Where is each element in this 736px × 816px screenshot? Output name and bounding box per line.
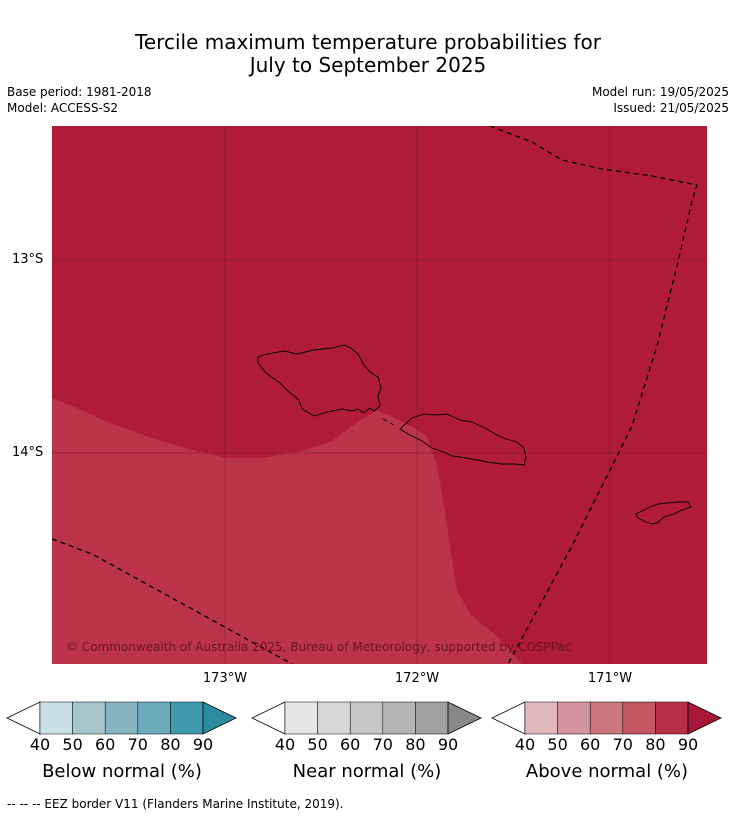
colorbar-segment [589, 701, 624, 735]
colorbar-near-label: Near normal (%) [292, 761, 442, 782]
colorbar-below-label: Below normal (%) [42, 761, 202, 782]
meta-left: Base period: 1981-2018 Model: ACCESS-S2 [7, 84, 152, 116]
colorbar-segment [524, 701, 558, 735]
tick-label: 40 [514, 735, 536, 754]
eez-footnote: -- -- -- EEZ border V11 (Flanders Marine… [7, 797, 344, 811]
tick-label: 80 [405, 735, 426, 754]
tick-label: 60 [580, 735, 601, 754]
colorbar-above-svg [491, 701, 722, 735]
eez-border [52, 126, 698, 664]
colorbar-near-segments [251, 701, 482, 735]
apolima-islet [382, 418, 388, 422]
colorbar-extension-low [251, 701, 286, 735]
colorbar-segment [382, 701, 416, 735]
tick-label: 50 [307, 735, 328, 754]
colorbar-above-label: Above normal (%) [525, 761, 689, 782]
colorbar-near-normal [251, 701, 483, 735]
lon-label-172w: 172°W [394, 671, 440, 686]
colorbar-segment [655, 701, 689, 735]
colorbar-segment [284, 701, 318, 735]
colorbar-segment [39, 701, 73, 735]
upolu-island-outline [399, 413, 527, 466]
colorbar-below-segments [6, 701, 237, 735]
colorbar-segment [349, 701, 384, 735]
tick-label: 50 [62, 735, 83, 754]
colorbar-segment [622, 701, 656, 735]
tick-label: 60 [340, 735, 361, 754]
title-line-2: July to September 2025 [249, 53, 487, 77]
map-panel: © Commonwealth of Australia 2025, Bureau… [52, 126, 707, 664]
colorbar-below-svg [6, 701, 237, 735]
tick-label: 70 [127, 735, 148, 754]
tick-label: 90 [192, 735, 214, 754]
colorbar-segment [137, 701, 171, 735]
colorbar-segment [415, 701, 449, 735]
base-period: Base period: 1981-2018 [7, 85, 152, 99]
colorbar-extension-high [202, 701, 237, 735]
colorbar-segment [170, 701, 204, 735]
lat-label-14s: 14°S [12, 445, 44, 460]
lat-label-13s: 13°S [12, 252, 44, 267]
tick-label: 80 [160, 735, 181, 754]
colorbar-above-normal [491, 701, 723, 735]
colorbar-extension-low [491, 701, 526, 735]
manono-islet [389, 422, 395, 426]
copyright-notice: © Commonwealth of Australia 2025, Bureau… [66, 640, 572, 654]
eez-border-east [489, 126, 698, 664]
coastlines [257, 344, 692, 525]
map-svg [52, 126, 707, 664]
tick-label: 90 [437, 735, 459, 754]
model-run: Model run: 19/05/2025 [591, 85, 729, 99]
tick-label: 60 [95, 735, 116, 754]
eez-border-southwest [52, 538, 293, 664]
colorbar-extension-low [6, 701, 41, 735]
tick-label: 80 [645, 735, 666, 754]
title-line-1: Tercile maximum temperature probabilitie… [135, 30, 601, 54]
colorbar-segment [72, 701, 106, 735]
meta-right: Model run: 19/05/2025 Issued: 21/05/2025 [592, 84, 729, 116]
colorbar-near-svg [251, 701, 482, 735]
colorbar-extension-high [687, 701, 722, 735]
colorbar-segment [317, 701, 351, 735]
model-name: Model: ACCESS-S2 [7, 101, 119, 115]
region-above-70-80 [52, 398, 522, 664]
tutuila-island-outline [635, 501, 692, 525]
tick-label: 40 [29, 735, 51, 754]
tick-label: 50 [547, 735, 568, 754]
issued-date: Issued: 21/05/2025 [613, 101, 729, 115]
lon-label-171w: 171°W [587, 671, 633, 686]
colorbar-below-normal [6, 701, 238, 735]
tick-label: 70 [372, 735, 393, 754]
tick-label: 90 [677, 735, 699, 754]
savaii-island-outline [257, 344, 382, 417]
tick-label: 40 [274, 735, 296, 754]
tick-label: 70 [612, 735, 633, 754]
colorbar-extension-high [447, 701, 482, 735]
graticule [52, 126, 707, 664]
chart-title: Tercile maximum temperature probabilitie… [0, 31, 736, 77]
colorbar-above-segments [491, 701, 722, 735]
colorbar-segment [104, 701, 139, 735]
lon-label-173w: 173°W [202, 671, 248, 686]
colorbar-segment [557, 701, 591, 735]
